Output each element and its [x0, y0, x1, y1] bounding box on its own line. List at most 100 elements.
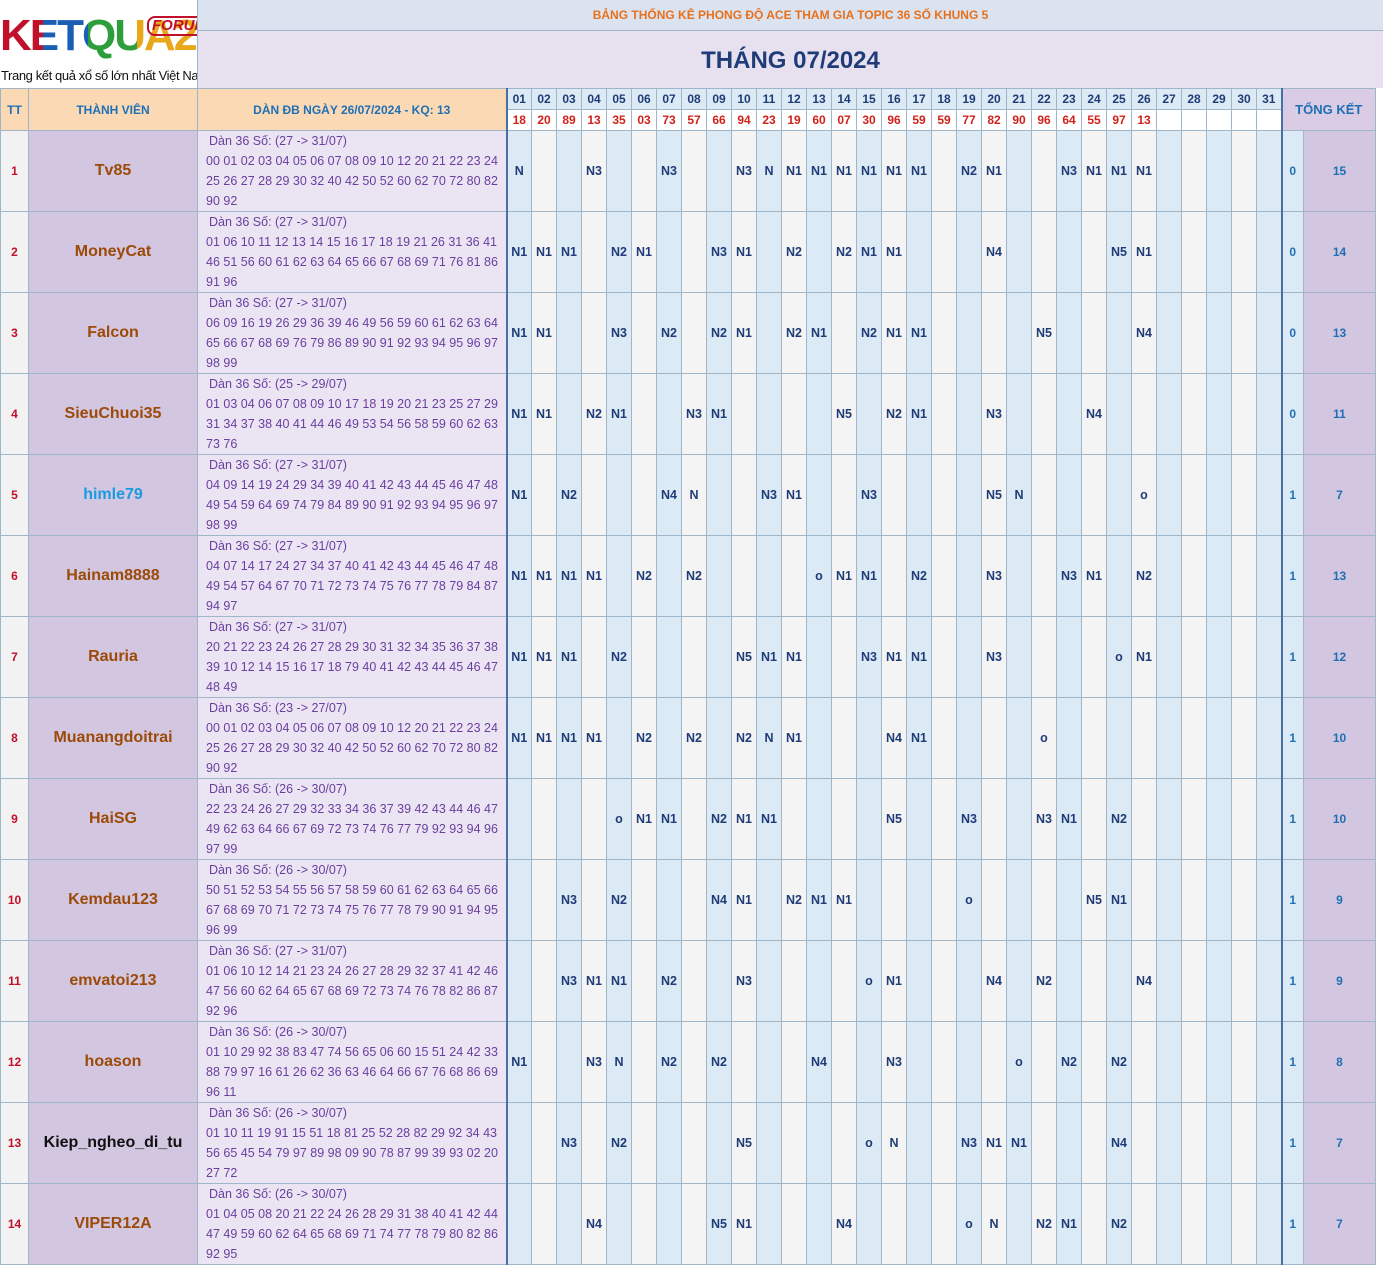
day-cell — [756, 940, 782, 1022]
member-name[interactable]: MoneyCat — [28, 211, 198, 293]
day-cell: N3 — [1056, 535, 1082, 617]
day-cell — [1081, 778, 1107, 860]
day-cell: N3 — [981, 373, 1007, 455]
number-set-line: 49 54 59 64 69 74 79 84 89 90 91 92 93 9… — [206, 498, 498, 512]
member-name[interactable]: Muanangdoitrai — [28, 697, 198, 779]
day-cell — [1056, 373, 1082, 455]
member-name[interactable]: Kiep_ngheo_di_tu — [28, 1102, 198, 1184]
summary-total: 8 — [1303, 1021, 1376, 1103]
day-cell — [756, 859, 782, 941]
day-result — [1256, 109, 1283, 131]
day-cell — [631, 130, 657, 212]
day-cell — [1056, 454, 1082, 536]
day-cell — [806, 211, 832, 293]
day-cell: N2 — [581, 373, 607, 455]
member-name[interactable]: SieuChuoi35 — [28, 373, 198, 455]
day-cell: N1 — [731, 778, 757, 860]
day-cell — [1231, 1021, 1257, 1103]
day-cell — [505, 778, 532, 860]
day-cell — [556, 1183, 582, 1265]
member-name[interactable]: Tv85 — [28, 130, 198, 212]
member-name[interactable]: himle79 — [28, 454, 198, 536]
day-cell — [956, 454, 982, 536]
row-number: 12 — [0, 1021, 29, 1103]
day-cell — [1031, 130, 1057, 212]
day-cell: N1 — [756, 616, 782, 698]
day-result: 19 — [781, 109, 807, 131]
day-cell: N3 — [956, 778, 982, 860]
day-result: 90 — [1006, 109, 1032, 131]
member-name[interactable]: HaiSG — [28, 778, 198, 860]
day-cell — [1031, 454, 1057, 536]
member-number-set: Dàn 36 Số: (25 -> 29/07) 01 03 04 06 07 0… — [197, 373, 507, 455]
day-result — [1156, 109, 1182, 131]
day-cell — [1181, 1102, 1207, 1184]
day-result — [1206, 109, 1232, 131]
number-set-line: 00 01 02 03 04 05 06 07 08 09 10 12 20 2… — [206, 154, 498, 168]
day-cell — [806, 940, 832, 1022]
summary-hits: 1 — [1281, 1021, 1304, 1103]
day-cell: N5 — [731, 1102, 757, 1184]
summary-hits: 0 — [1281, 130, 1304, 212]
day-cell: N2 — [781, 292, 807, 374]
day-cell: N1 — [606, 940, 632, 1022]
day-cell: N4 — [706, 859, 732, 941]
day-cell — [1156, 454, 1182, 536]
day-cell — [831, 940, 857, 1022]
number-set-line: Dàn 36 Số: (27 -> 31/07) — [209, 944, 347, 958]
day-cell — [1106, 373, 1132, 455]
day-cell: N — [606, 1021, 632, 1103]
day-header: 29 — [1206, 88, 1232, 110]
member-name[interactable]: Falcon — [28, 292, 198, 374]
day-header: 25 — [1106, 88, 1132, 110]
member-name[interactable]: Rauria — [28, 616, 198, 698]
day-cell — [681, 778, 707, 860]
day-cell: N1 — [631, 778, 657, 860]
day-cell — [706, 1102, 732, 1184]
day-cell: N1 — [1131, 616, 1157, 698]
day-cell: N4 — [881, 697, 907, 779]
site-logo[interactable]: KETQUA2 FORUM Trang kết quả xổ số lớn nh… — [0, 0, 198, 88]
logo-tagline: Trang kết quả xổ số lớn nhất Việt Nam — [1, 68, 198, 83]
day-cell — [1056, 211, 1082, 293]
day-cell: N3 — [706, 211, 732, 293]
day-cell — [931, 1021, 957, 1103]
member-name[interactable]: Kemdau123 — [28, 859, 198, 941]
day-cell — [1231, 1102, 1257, 1184]
member-name[interactable]: hoason — [28, 1021, 198, 1103]
day-cell — [756, 373, 782, 455]
day-cell: N1 — [906, 697, 932, 779]
day-result: 82 — [981, 109, 1007, 131]
day-cell — [505, 1102, 532, 1184]
day-cell: N1 — [881, 130, 907, 212]
day-cell — [1231, 373, 1257, 455]
member-name[interactable]: emvatoi213 — [28, 940, 198, 1022]
day-header: 17 — [906, 88, 932, 110]
day-cell — [981, 859, 1007, 941]
day-cell: N1 — [731, 1183, 757, 1265]
day-cell — [1156, 373, 1182, 455]
day-result: 77 — [956, 109, 982, 131]
member-name[interactable]: VIPER12A — [28, 1183, 198, 1265]
table-row: 5 himle79 Dàn 36 Số: (27 -> 31/07) 04 09 14… — [0, 454, 1376, 536]
day-header: 08 — [681, 88, 707, 110]
day-cell — [831, 1021, 857, 1103]
day-cell — [556, 292, 582, 374]
day-cell — [1106, 454, 1132, 536]
day-header: 04 — [581, 88, 607, 110]
day-header: 12 — [781, 88, 807, 110]
day-cell: N1 — [631, 211, 657, 293]
day-cell — [606, 535, 632, 617]
day-result: 59 — [906, 109, 932, 131]
summary-total: 12 — [1303, 616, 1376, 698]
day-cell — [1206, 697, 1232, 779]
day-cell — [631, 1102, 657, 1184]
day-cell — [706, 130, 732, 212]
day-cell — [681, 211, 707, 293]
member-name[interactable]: Hainam8888 — [28, 535, 198, 617]
summary-total: 7 — [1303, 454, 1376, 536]
summary-total: 13 — [1303, 292, 1376, 374]
day-cell — [806, 1102, 832, 1184]
number-set-line: 94 97 — [206, 599, 238, 613]
day-cell: N2 — [706, 778, 732, 860]
